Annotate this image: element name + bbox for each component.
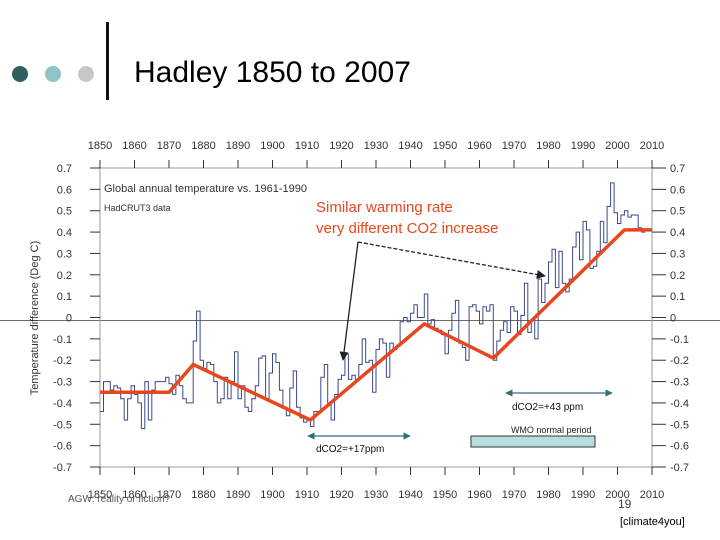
y-tick-label-right: 0.2	[670, 270, 685, 282]
footer-text: AGW: reality or fiction?	[68, 494, 171, 505]
credit-text: [climate4you]	[620, 516, 685, 528]
y-tick-label-right: 0.7	[670, 163, 685, 175]
y-tick-label-left: -0.4	[53, 398, 72, 410]
y-tick-label-left: -0.5	[53, 419, 72, 431]
chart-title: Global annual temperature vs. 1961-1990	[104, 183, 307, 195]
x-tick-label-bottom: 1960	[467, 489, 491, 501]
x-tick-label-top: 1970	[502, 140, 526, 152]
dot-gray	[78, 66, 94, 82]
x-tick-label-top: 1950	[433, 140, 457, 152]
x-tick-label-top: 1870	[157, 140, 181, 152]
y-tick-label-right: -0.4	[670, 398, 689, 410]
y-tick-label-right: 0.5	[670, 206, 685, 218]
x-tick-label-bottom: 1910	[295, 489, 319, 501]
x-tick-label-top: 2000	[605, 140, 629, 152]
temperature-chart: WMO normal period 0.7 0.6 0.5 0.4 0.3 0.2 0.1 0 -…	[29, 140, 689, 501]
annotation-warming-line1: Similar warming rate	[316, 199, 453, 216]
chart-subtitle: HadCRUT3 data	[104, 203, 171, 213]
y-tick-label-right: -0.1	[670, 334, 689, 346]
y-tick-label-right: 0.4	[670, 227, 685, 239]
x-tick-label-top: 1880	[191, 140, 215, 152]
x-tick-label-bottom: 1920	[329, 489, 353, 501]
y-tick-label-left: -0.1	[53, 334, 72, 346]
x-tick-label-bottom: 1870	[157, 489, 181, 501]
y-tick-label-left: 0.5	[57, 206, 72, 218]
x-tick-label-top: 1920	[329, 140, 353, 152]
y-tick-label-right: 0.3	[670, 248, 685, 260]
dot-light-teal	[45, 66, 61, 82]
x-tick-label-top: 1980	[536, 140, 560, 152]
slide-title: Hadley 1850 to 2007	[134, 56, 411, 89]
x-tick-label-bottom: 2010	[640, 489, 664, 501]
x-tick-label-top: 1910	[295, 140, 319, 152]
y-tick-label-right: -0.2	[670, 355, 689, 367]
x-tick-label-top: 2010	[640, 140, 664, 152]
y-tick-label-left: 0.1	[57, 291, 72, 303]
y-tick-label-left: 0.4	[57, 227, 72, 239]
x-tick-label-bottom: 1890	[226, 489, 250, 501]
title-divider	[106, 22, 109, 100]
y-tick-label-left: -0.7	[53, 462, 72, 474]
x-tick-label-bottom: 1860	[122, 489, 146, 501]
x-tick-label-bottom: 1930	[364, 489, 388, 501]
x-tick-label-top: 1990	[571, 140, 595, 152]
x-tick-label-bottom: 1990	[571, 489, 595, 501]
y-tick-label-left: -0.6	[53, 441, 72, 453]
y-tick-label-right: 0.6	[670, 184, 685, 196]
wmo-period-box	[470, 435, 596, 448]
y-tick-label-right: -0.6	[670, 441, 689, 453]
x-tick-label-top: 1890	[226, 140, 250, 152]
x-tick-label-bottom: 1970	[502, 489, 526, 501]
arrow-to-late-warming	[357, 241, 546, 280]
arrow-to-early-warming	[339, 241, 359, 361]
x-tick-label-bottom: 1940	[398, 489, 422, 501]
y-tick-label-left: 0	[66, 313, 72, 325]
x-tick-label-bottom: 1880	[191, 489, 215, 501]
co2-later-label: dCO2=+43 ppm	[512, 402, 583, 413]
y-tick-label-right: -0.5	[670, 419, 689, 431]
x-tick-label-top: 1900	[260, 140, 284, 152]
series-warming-trend	[100, 228, 652, 422]
zero-reference-line	[0, 320, 720, 321]
x-tick-label-bottom: 1950	[433, 489, 457, 501]
dot-dark-teal	[12, 66, 28, 82]
page-number: 19	[618, 497, 632, 511]
y-tick-label-right: 0.1	[670, 291, 685, 303]
y-tick-label-right: -0.7	[670, 462, 689, 474]
y-tick-label-right: -0.3	[670, 377, 689, 389]
x-tick-label-bottom: 2000	[605, 489, 629, 501]
y-tick-label-left: 0.7	[57, 163, 72, 175]
series-annual-anomaly	[100, 182, 646, 430]
y-tick-label-right: 0	[670, 313, 676, 325]
x-tick-label-top: 1860	[122, 140, 146, 152]
y-axis-label: Temperature difference (Deg C)	[29, 241, 41, 395]
x-tick-label-bottom: 1980	[536, 489, 560, 501]
y-tick-label-left: -0.3	[53, 377, 72, 389]
co2-early-label: dCO2=+17ppm	[316, 444, 384, 455]
wmo-label: WMO normal period	[511, 425, 592, 435]
y-tick-label-left: 0.6	[57, 184, 72, 196]
y-tick-label-left: -0.2	[53, 355, 72, 367]
x-tick-label-bottom: 1900	[260, 489, 284, 501]
y-tick-label-left: 0.3	[57, 248, 72, 260]
x-tick-label-top: 1940	[398, 140, 422, 152]
x-tick-label-top: 1850	[88, 140, 112, 152]
annotation-warming-line2: very different CO2 increase	[316, 220, 498, 237]
y-tick-label-left: 0.2	[57, 270, 72, 282]
x-tick-label-top: 1960	[467, 140, 491, 152]
x-tick-label-top: 1930	[364, 140, 388, 152]
x-tick-label-bottom: 1850	[88, 489, 112, 501]
